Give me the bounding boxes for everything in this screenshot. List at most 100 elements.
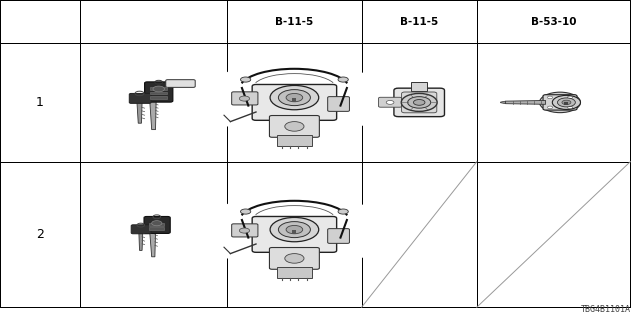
Bar [477, 0, 630, 43]
Bar [0, 0, 80, 43]
Bar [276, 135, 312, 146]
Bar [362, 0, 477, 43]
Text: 1: 1 [36, 96, 44, 109]
Circle shape [208, 56, 381, 142]
Circle shape [285, 122, 304, 131]
Bar [0, 162, 80, 307]
Circle shape [408, 97, 431, 108]
Circle shape [568, 106, 573, 109]
Bar [362, 0, 477, 43]
Polygon shape [137, 102, 142, 123]
Circle shape [239, 228, 250, 233]
Polygon shape [150, 101, 156, 130]
Circle shape [547, 96, 552, 99]
Bar [80, 0, 227, 43]
Text: TBG4B1101A: TBG4B1101A [580, 305, 630, 314]
Bar [477, 0, 630, 43]
Bar [362, 162, 477, 307]
FancyBboxPatch shape [129, 93, 151, 103]
Bar [227, 0, 362, 43]
FancyBboxPatch shape [131, 225, 151, 234]
Bar [292, 98, 296, 102]
Circle shape [562, 100, 571, 105]
FancyBboxPatch shape [145, 82, 173, 102]
Text: B-11-5: B-11-5 [400, 17, 438, 27]
Bar [80, 43, 227, 162]
Circle shape [285, 253, 304, 263]
Bar [150, 223, 164, 226]
Bar [477, 162, 630, 307]
Circle shape [547, 106, 552, 109]
Bar [362, 43, 477, 162]
Bar [227, 162, 362, 307]
Bar [276, 267, 312, 277]
Circle shape [286, 93, 303, 102]
FancyBboxPatch shape [269, 116, 319, 137]
Polygon shape [139, 233, 143, 250]
Bar [477, 43, 630, 162]
Circle shape [540, 92, 580, 113]
Circle shape [338, 77, 348, 82]
FancyBboxPatch shape [232, 92, 258, 105]
Circle shape [152, 221, 162, 226]
Text: 2: 2 [36, 228, 44, 241]
Bar [0, 43, 80, 162]
Circle shape [278, 221, 310, 237]
Bar [227, 162, 362, 307]
Bar [477, 162, 630, 307]
Circle shape [401, 93, 437, 111]
Bar [362, 162, 477, 307]
Text: B-53-10: B-53-10 [531, 17, 577, 27]
Circle shape [153, 86, 164, 92]
FancyBboxPatch shape [232, 224, 258, 237]
Text: B-11-5: B-11-5 [275, 17, 314, 27]
FancyBboxPatch shape [166, 80, 195, 87]
Bar [80, 43, 227, 162]
Bar [150, 87, 167, 90]
Bar [477, 43, 630, 162]
Bar [150, 227, 164, 230]
Circle shape [387, 100, 394, 104]
Bar [80, 162, 227, 307]
FancyBboxPatch shape [543, 95, 577, 110]
Bar [292, 230, 296, 234]
Polygon shape [500, 101, 506, 104]
Bar [412, 82, 428, 92]
Bar [0, 43, 80, 162]
FancyBboxPatch shape [379, 97, 402, 107]
Bar [0, 162, 80, 307]
Circle shape [270, 218, 319, 242]
Circle shape [338, 209, 348, 214]
FancyBboxPatch shape [252, 84, 337, 120]
Circle shape [557, 98, 575, 107]
Bar [227, 43, 362, 162]
Circle shape [208, 188, 381, 274]
Circle shape [552, 95, 580, 109]
FancyBboxPatch shape [144, 216, 170, 234]
Bar [150, 92, 167, 94]
Polygon shape [506, 100, 545, 104]
Circle shape [241, 209, 251, 214]
Circle shape [413, 100, 425, 105]
Bar [150, 96, 167, 99]
Bar [362, 43, 477, 162]
Circle shape [568, 96, 573, 99]
FancyBboxPatch shape [394, 88, 445, 117]
FancyBboxPatch shape [252, 216, 337, 252]
Bar [0, 0, 80, 43]
Bar [227, 0, 362, 43]
FancyBboxPatch shape [402, 92, 437, 113]
Circle shape [241, 77, 251, 82]
Bar [564, 102, 568, 105]
Circle shape [270, 85, 319, 110]
FancyBboxPatch shape [269, 248, 319, 269]
Circle shape [286, 225, 303, 234]
FancyBboxPatch shape [328, 228, 349, 243]
Bar [80, 0, 227, 43]
Polygon shape [150, 232, 156, 257]
FancyBboxPatch shape [328, 97, 349, 111]
Circle shape [278, 90, 310, 106]
Bar [227, 43, 362, 162]
Circle shape [239, 96, 250, 101]
Bar [80, 162, 227, 307]
